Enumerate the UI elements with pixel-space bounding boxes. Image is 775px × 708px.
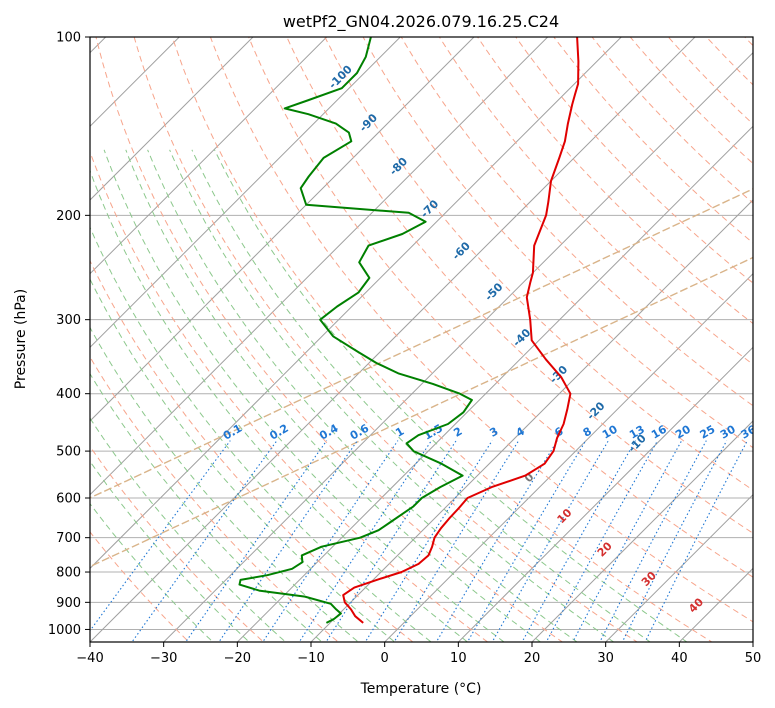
plot-frame (89, 36, 754, 643)
dry-adiabat-line (515, 37, 753, 284)
aux-curve (90, 256, 753, 568)
moist-adiabat-line (90, 326, 360, 642)
y-tick-label: 100 (56, 31, 81, 46)
mixing-ratio-line (466, 440, 587, 642)
x-tick-label: −20 (224, 651, 251, 666)
y-tick-label: 800 (56, 566, 81, 581)
isotherm-line (90, 37, 254, 201)
x-axis-title: Temperature (°C) (360, 681, 482, 697)
moist-adiabat-line (147, 149, 578, 642)
isotherm-line (90, 37, 696, 642)
mixing-ratio-line (545, 440, 659, 642)
chart-title: wetPf2_GN04.2026.079.16.25.C24 (283, 12, 559, 32)
x-tick-label: −30 (150, 651, 177, 666)
dry-adiabat-line (95, 37, 564, 642)
temperature-profile (342, 37, 580, 624)
moist-adiabat-line (90, 372, 323, 642)
dry-adiabat-line (286, 37, 753, 534)
dry-adiabat-line (171, 37, 713, 642)
dry-adiabat-line (553, 37, 753, 244)
mixing-ratio-line (435, 440, 558, 642)
dry-adiabat-line (248, 37, 753, 578)
moist-adiabat-line (90, 417, 287, 642)
x-tick-label: 40 (671, 651, 688, 666)
mixing-ratio-line (599, 440, 707, 642)
mixing-ratio-line (185, 440, 328, 642)
moist-adiabat-line (90, 169, 469, 642)
x-tick-label: 0 (381, 651, 389, 666)
isotherm-line (383, 272, 753, 642)
y-tick-label: 1000 (48, 623, 81, 638)
mixing-ratio-line (572, 440, 683, 642)
isotherm-line (90, 37, 475, 422)
isotherm-line (162, 51, 753, 642)
isotherm-line (90, 37, 402, 349)
dry-adiabat-line (209, 37, 753, 623)
isotherm-line (310, 199, 753, 642)
moist-adiabat-line (90, 502, 214, 642)
dry-adiabat-line (362, 37, 753, 449)
y-tick-label: 300 (56, 313, 81, 328)
plot-area: 0.1 0.2 0.4 0.6 1 1.5 2 3 4 6 8 10 13 16 20 25 30 36-100-… (90, 37, 759, 642)
dry-adiabat-line (90, 356, 340, 642)
moist-adiabat-line (214, 149, 688, 642)
y-tick-label: 700 (56, 531, 81, 546)
y-tick-label: 400 (56, 387, 81, 402)
moist-adiabat-line (90, 277, 396, 642)
dry-adiabat-line (324, 37, 753, 491)
dry-adiabat-line (90, 531, 190, 642)
dry-adiabat-line (133, 37, 638, 642)
moist-adiabat-line (90, 226, 432, 642)
x-tick-label: 20 (524, 651, 541, 666)
y-tick-label: 900 (56, 596, 81, 611)
mixing-ratio-label: 36 (739, 423, 759, 442)
dry-adiabat-line (400, 37, 753, 407)
x-tick-label: 50 (745, 651, 762, 666)
axes: −40 −30 −20 −10 0 10 20 30 40 50 100 200 300 400 500 60… (48, 31, 761, 667)
moist-adiabat-line (103, 149, 505, 642)
isotherm-line (90, 37, 549, 496)
x-tick-label: 10 (450, 651, 467, 666)
isotherm-line (531, 420, 753, 642)
isotherm-line (604, 493, 753, 642)
dry-adiabat-line (591, 37, 753, 204)
dewpoint-profile (238, 37, 473, 624)
x-tick-label: 30 (597, 651, 614, 666)
dry-adiabat-line (90, 259, 414, 642)
x-tick-label: −10 (297, 651, 324, 666)
mixing-ratio-line (521, 440, 637, 642)
mixing-ratio-line (393, 440, 520, 642)
y-tick-label: 600 (56, 492, 81, 507)
y-tick-label: 200 (56, 209, 81, 224)
isotherm-line (457, 346, 753, 642)
mixing-ratio-line (90, 440, 231, 632)
mixing-ratio-line (491, 440, 609, 642)
y-tick-label: 500 (56, 445, 81, 460)
moist-adiabat-line (169, 149, 615, 642)
mixing-ratio-line (218, 440, 358, 642)
isotherm-line (90, 37, 328, 275)
x-tick-label: −40 (76, 651, 103, 666)
mixing-ratio-line (298, 440, 432, 642)
isotherm-line (236, 125, 753, 642)
y-axis-title: Pressure (hPa) (13, 289, 29, 389)
isotherm-line (90, 37, 623, 570)
